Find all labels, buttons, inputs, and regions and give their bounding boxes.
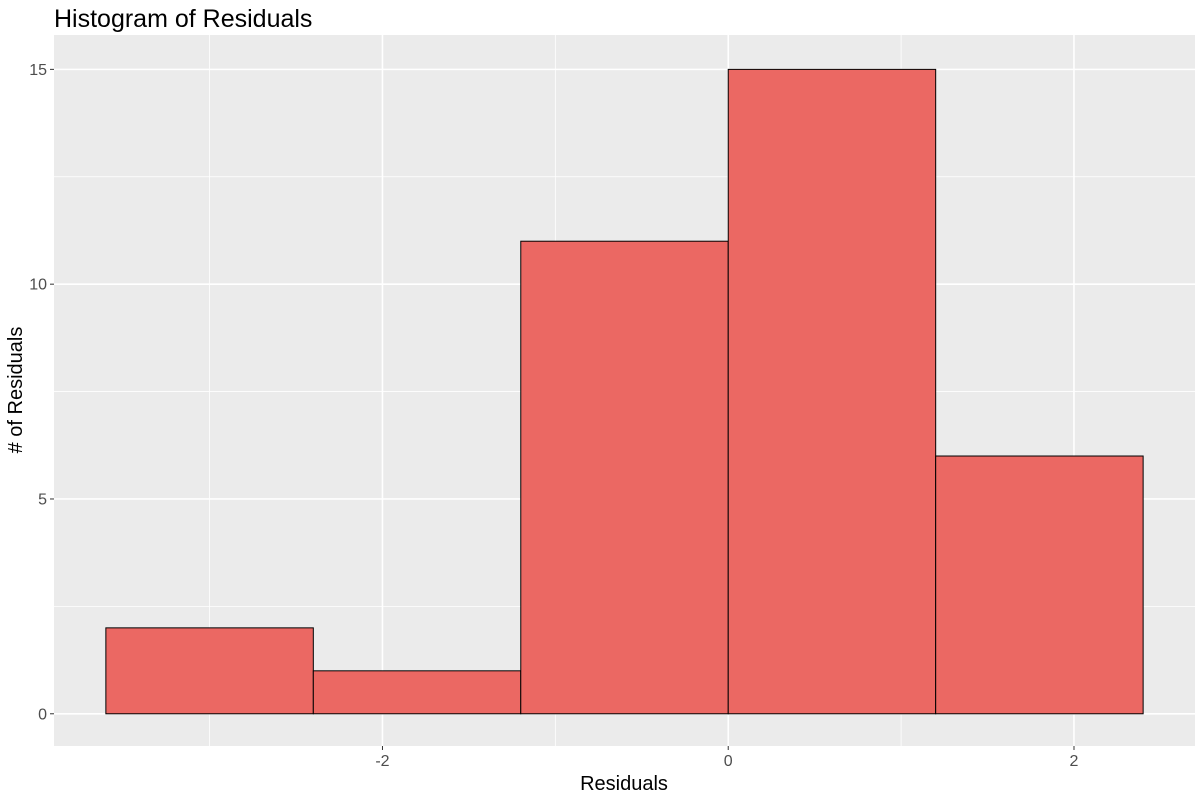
y-tick-label: 0 [38,706,47,723]
x-tick-label: -2 [375,753,389,770]
histogram-bar [312,670,522,715]
histogram-bar [935,455,1144,715]
x-axis: -2 0 2 [375,746,1079,770]
histogram-bar [727,68,937,715]
x-axis-title: Residuals [580,773,668,795]
y-tick-label: 5 [38,491,47,508]
y-axis: 0 5 10 15 [29,62,54,723]
chart-title: Histogram of Residuals [54,5,312,33]
x-tick-label: 2 [1070,753,1079,770]
histogram-bar [105,627,314,715]
x-tick-label: 0 [724,753,733,770]
y-axis-title: # of Residuals [5,327,27,454]
y-tick-label: 10 [29,277,47,294]
histogram-bars [105,68,1144,715]
y-tick-label: 15 [29,62,47,79]
histogram-bar [520,240,729,715]
